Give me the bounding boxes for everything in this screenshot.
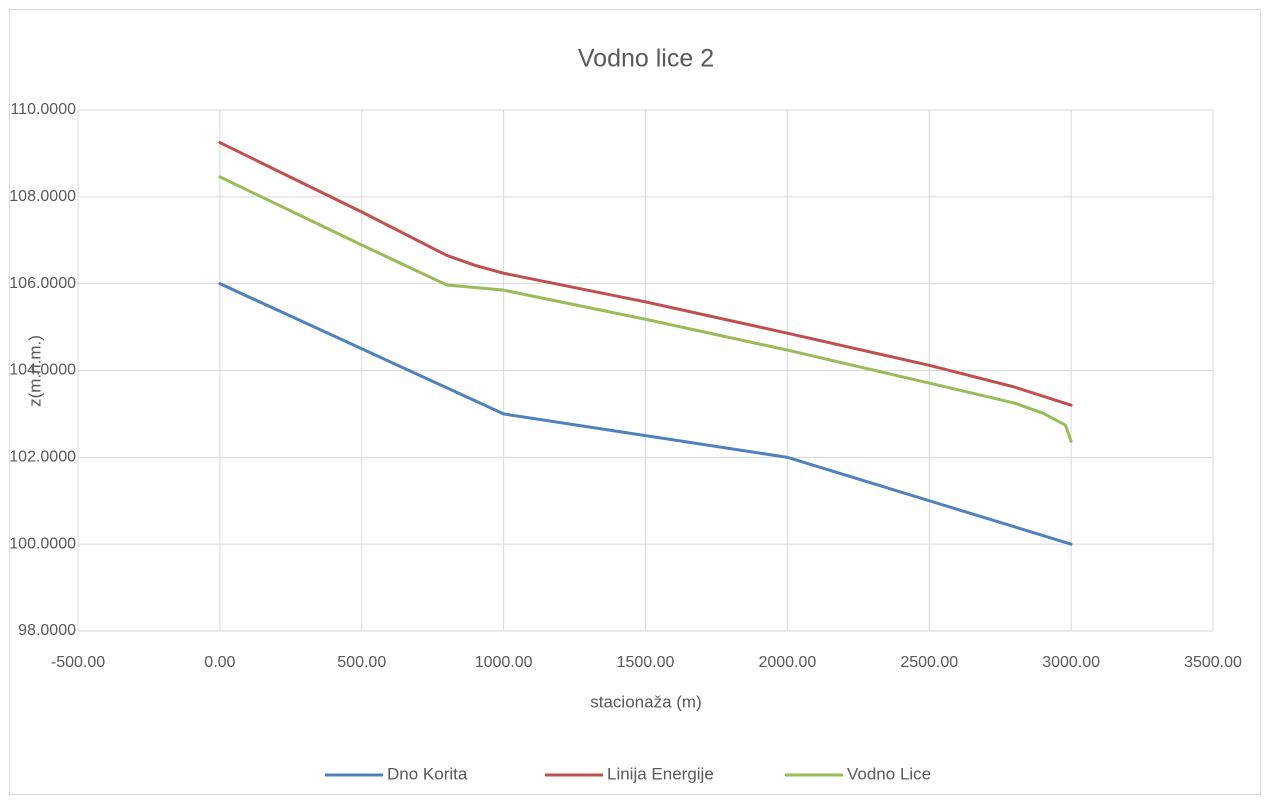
x-tick-label: 2500.00 [900, 654, 958, 671]
x-tick-label: 0.00 [204, 654, 235, 671]
data-line [218, 175, 1073, 443]
x-tick-label: -500.00 [51, 654, 105, 671]
x-tick-label: 500.00 [337, 654, 386, 671]
x-tick-label: 1500.00 [617, 654, 675, 671]
y-axis-label: z(m.n.m.) [25, 335, 44, 407]
x-tick-label: 1000.00 [475, 654, 533, 671]
legend-label: Vodno Lice [847, 764, 931, 783]
y-tick-label: 106.0000 [9, 275, 76, 292]
x-tick-label: 3500.00 [1184, 654, 1242, 671]
y-tick-label: 110.0000 [10, 101, 76, 118]
x-tick-label: 2000.00 [758, 654, 816, 671]
y-tick-label: 108.0000 [9, 188, 76, 205]
y-tick-label: 100.0000 [9, 535, 76, 552]
chart-title: Vodno lice 2 [578, 45, 714, 73]
y-tick-label: 98.0000 [18, 622, 76, 639]
x-axis-label: stacionaža (m) [590, 692, 701, 711]
legend-label: Dno Korita [387, 764, 468, 783]
y-tick-label: 102.0000 [9, 449, 76, 466]
data-line [218, 282, 1073, 546]
y-tick-label: 104.0000 [9, 362, 76, 379]
legend-label: Linija Energije [607, 764, 714, 783]
data-line [218, 141, 1073, 407]
x-tick-label: 3000.00 [1042, 654, 1100, 671]
chart-border [9, 9, 1261, 795]
